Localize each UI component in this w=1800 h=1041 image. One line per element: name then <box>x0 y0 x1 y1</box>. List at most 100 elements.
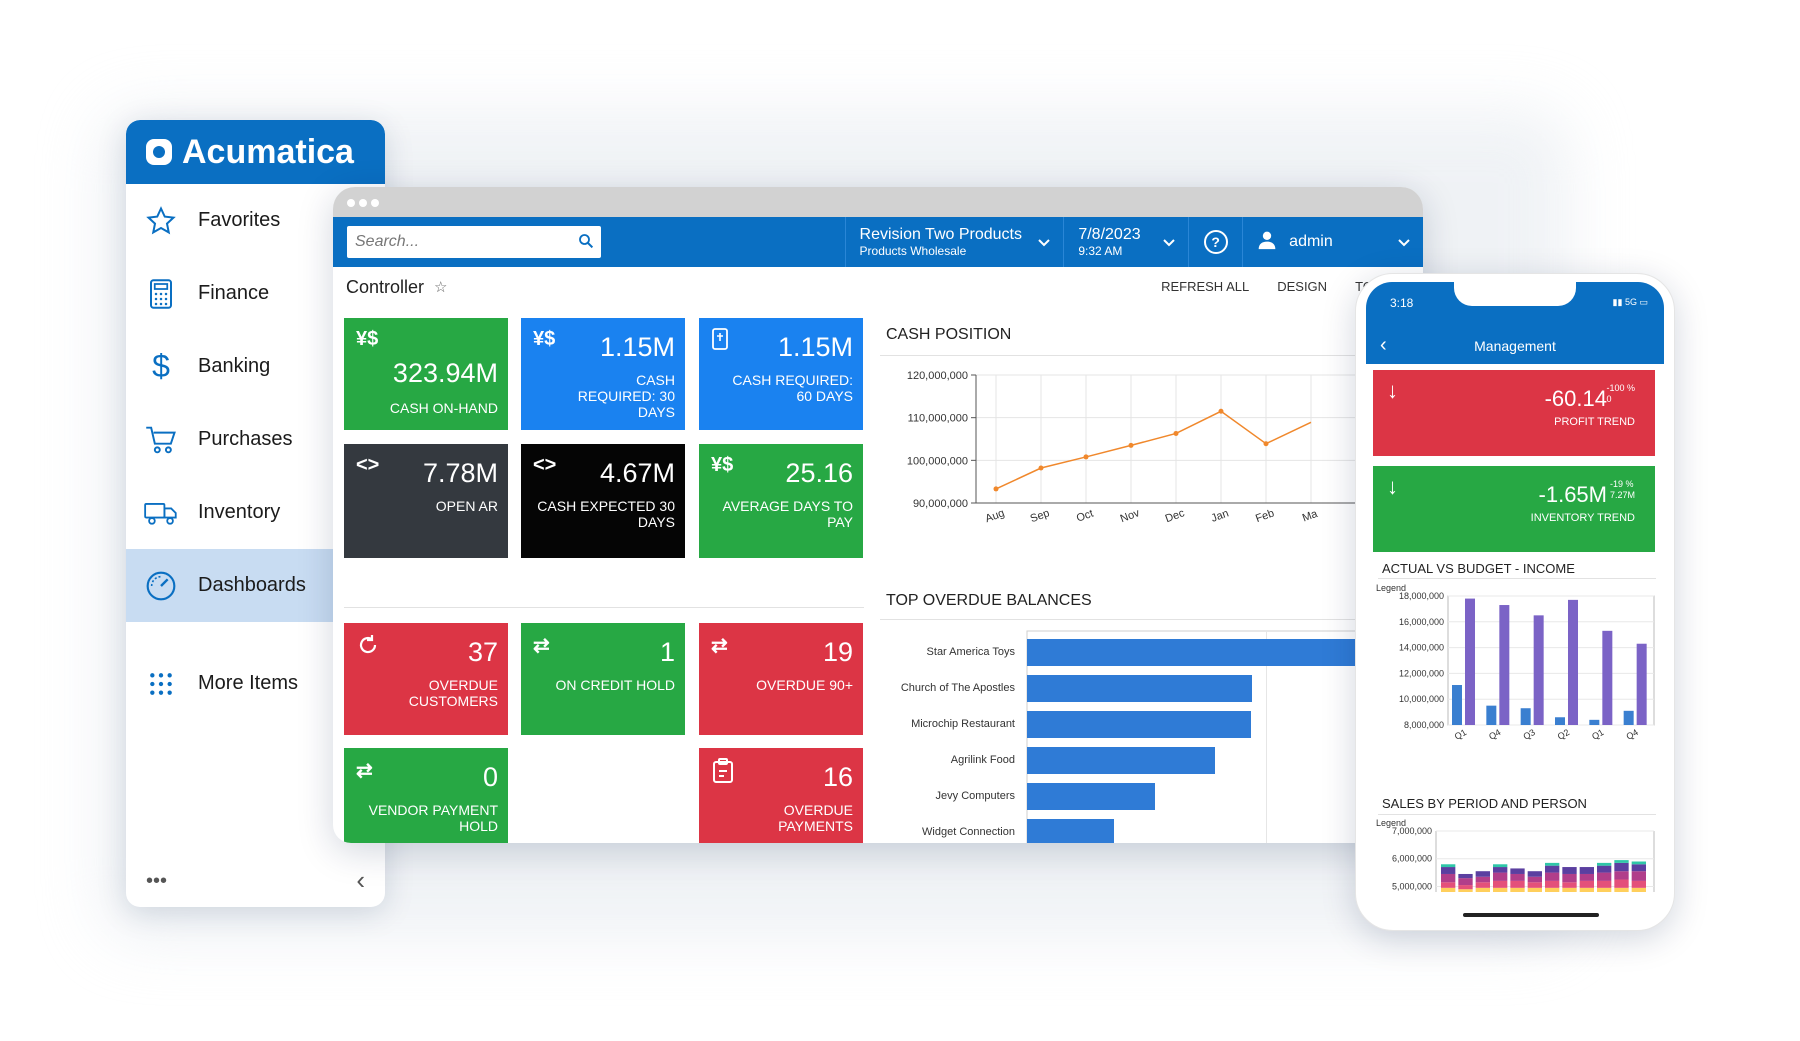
kpi-tile-cash-on-hand[interactable]: ¥$ 323.94M CASH ON-HAND <box>344 318 508 430</box>
window-dot-icon <box>347 199 355 207</box>
legend-label: Legend <box>1376 583 1406 593</box>
bar-segment <box>1545 880 1560 888</box>
transfer-icon: ⇄ <box>356 760 373 782</box>
bar-segment <box>1545 872 1560 881</box>
bar-segment <box>1493 872 1508 881</box>
kpi-tile-overdue-90[interactable]: ⇄ 19 OVERDUE 90+ <box>699 623 863 735</box>
x-tick-label: Q3 <box>1521 727 1536 742</box>
kpi-label: OVERDUE CUSTOMERS <box>408 677 498 709</box>
kpi-value: -60.14 <box>1544 386 1607 411</box>
y-tick-label: 14,000,000 <box>1399 643 1444 653</box>
bar-segment <box>1441 873 1456 883</box>
kpi-tile-overdue-customers[interactable]: 37 OVERDUE CUSTOMERS <box>344 623 508 735</box>
search-icon[interactable] <box>577 232 595 255</box>
collapse-sidebar-icon[interactable]: ‹ <box>356 865 365 895</box>
bar-segment <box>1527 887 1542 892</box>
sidebar-item-label: Finance <box>198 282 270 304</box>
sidebar-item-finance[interactable]: Finance <box>126 257 385 330</box>
brand-name: Acumatica <box>182 132 354 171</box>
y-tick-label: 7,000,000 <box>1392 826 1432 836</box>
bar-segment <box>1562 887 1577 892</box>
kpi-tile-overdue-payments[interactable]: 16 OVERDUE PAYMENTS <box>699 748 863 843</box>
kpi-label: ON CREDIT HOLD <box>555 677 675 693</box>
bar-segment <box>1597 887 1612 892</box>
window-dot-icon <box>371 199 379 207</box>
phone-clock: 3:18 <box>1390 296 1414 310</box>
bar-segment <box>1614 860 1629 863</box>
data-point <box>1263 441 1269 447</box>
kpi-value: 4.67M <box>599 458 675 488</box>
y-tick-label: 12,000,000 <box>1399 668 1444 678</box>
x-tick-label: Q2 <box>1556 727 1571 742</box>
bar-segment <box>1510 873 1525 881</box>
design-button[interactable]: DESIGN <box>1277 279 1328 294</box>
kpi-tile-cash-required-30[interactable]: ¥$ 1.15M CASH REQUIRED: 30 DAYS <box>521 318 685 430</box>
bar-segment <box>1458 878 1473 886</box>
y-tick-label: 8,000,000 <box>1404 720 1444 730</box>
kpi-tile-cash-expected-30[interactable]: <> 4.67M CASH EXPECTED 30 DAYS <box>521 444 685 558</box>
kpi-tile-open-ar[interactable]: <> 7.78M OPEN AR <box>344 444 508 558</box>
bar-segment <box>1597 862 1612 866</box>
refresh-icon <box>356 633 380 663</box>
user-menu[interactable]: admin <box>1242 217 1423 267</box>
refresh-all-button[interactable]: REFRESH ALL <box>1161 279 1250 294</box>
sidebar-item-purchases[interactable]: Purchases <box>126 403 385 476</box>
favorite-star-icon[interactable]: ☆ <box>434 279 448 296</box>
bar-segment <box>1579 887 1594 892</box>
kpi-value: 323.94M <box>392 358 498 388</box>
kpi-change: -19 % 7.27M <box>1609 479 1635 500</box>
more-options-icon[interactable]: ••• <box>146 870 168 892</box>
x-tick-label: Ma <box>1301 508 1320 525</box>
category-label: Church of The Apostles <box>901 682 1016 694</box>
window-titlebar <box>333 187 1423 217</box>
company-selector[interactable]: Revision Two Products Products Wholesale <box>844 217 1064 267</box>
actual-vs-budget-title: ACTUAL VS BUDGET - INCOME <box>1382 561 1575 576</box>
divider <box>880 619 1400 620</box>
mobile-device: 3:18 ▮▮ 5G ▭ ‹ Management ↓ -60.14 -100 … <box>1355 273 1675 931</box>
bar-segment <box>1493 864 1508 868</box>
bar-segment <box>1527 876 1542 883</box>
bar-segment <box>1475 887 1490 892</box>
window-dot-icon <box>359 199 367 207</box>
bar-segment <box>1527 871 1542 877</box>
x-tick-label: Feb <box>1254 507 1276 525</box>
help-button[interactable]: ? <box>1188 217 1242 267</box>
kpi-value: 1 <box>659 637 675 667</box>
bar-segment <box>1631 880 1646 888</box>
chevron-down-icon <box>1162 235 1176 253</box>
kpi-tile-on-credit-hold[interactable]: ⇄ 1 ON CREDIT HOLD <box>521 623 685 735</box>
kpi-label: OVERDUE PAYMENTS <box>778 802 853 834</box>
kpi-tile-average-days-to-pay[interactable]: ¥$ 25.16 AVERAGE DAYS TO PAY <box>699 444 863 558</box>
acumatica-logo-icon <box>146 139 172 165</box>
date-selector[interactable]: 7/8/2023 9:32 AM <box>1063 217 1188 267</box>
bar-segment <box>1562 867 1577 874</box>
x-tick-label: Sep <box>1029 507 1052 525</box>
calculator-icon <box>144 277 178 311</box>
back-chevron-icon[interactable]: ‹ <box>1380 334 1387 356</box>
sidebar-item-favorites[interactable]: Favorites <box>126 184 385 257</box>
sidebar-item-more-items[interactable]: More Items <box>126 647 385 720</box>
bar-segment <box>1458 889 1473 892</box>
sidebar-item-banking[interactable]: $ Banking <box>126 330 385 403</box>
bar-segment <box>1579 867 1594 874</box>
kpi-tile-vendor-payment-hold[interactable]: ⇄ 0 VENDOR PAYMENT HOLD <box>344 748 508 843</box>
y-tick-label: 90,000,000 <box>913 498 968 510</box>
bar <box>1452 685 1462 725</box>
kpi-label: CASH EXPECTED 30 DAYS <box>537 498 675 530</box>
kpi-label: OVERDUE 90+ <box>756 677 853 693</box>
kpi-tile-cash-required-60[interactable]: 1.15M CASH REQUIRED: 60 DAYS <box>699 318 863 430</box>
bar-segment <box>1614 862 1629 872</box>
sidebar-item-inventory[interactable]: Inventory <box>126 476 385 549</box>
brand-logo[interactable]: Acumatica <box>126 120 385 184</box>
x-tick-label: Nov <box>1119 507 1142 525</box>
search-input[interactable]: Search... <box>347 226 601 258</box>
bar-segment <box>1475 882 1490 888</box>
profit-trend-tile[interactable]: ↓ -60.14 -100 % 0 PROFIT TREND <box>1373 370 1655 456</box>
search-placeholder: Search... <box>355 233 420 250</box>
data-point <box>1038 465 1044 471</box>
data-point <box>1173 430 1179 436</box>
inventory-trend-tile[interactable]: ↓ -1.65M -19 % 7.27M INVENTORY TREND <box>1373 466 1655 552</box>
cash-position-title: CASH POSITION <box>886 326 1012 343</box>
bar <box>1520 708 1531 725</box>
bar-segment <box>1493 880 1508 888</box>
